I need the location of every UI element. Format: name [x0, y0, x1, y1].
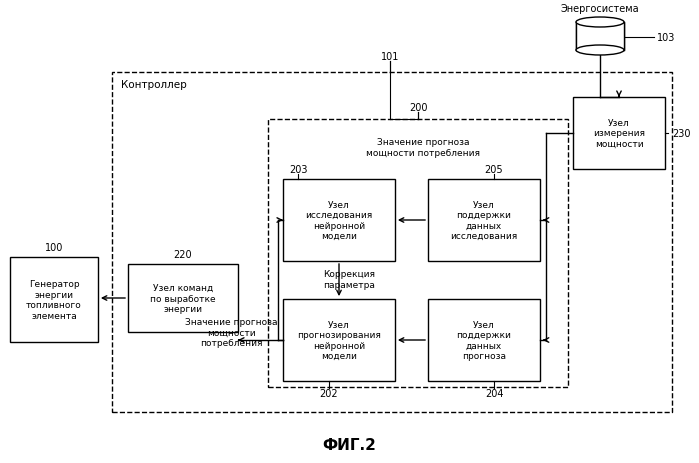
Ellipse shape [576, 46, 624, 56]
Text: ФИГ.2: ФИГ.2 [322, 438, 377, 452]
Bar [268, 120, 568, 387]
Text: Узел
прогнозирования
нейронной
модели: Узел прогнозирования нейронной модели [297, 320, 381, 360]
Text: Узел
поддержки
данных
прогноза: Узел поддержки данных прогноза [456, 320, 512, 360]
Ellipse shape [576, 18, 624, 28]
Text: Коррекция
параметра: Коррекция параметра [323, 270, 375, 289]
Text: 200: 200 [409, 103, 427, 113]
Text: Узел команд
по выработке
энергии: Узел команд по выработке энергии [150, 283, 216, 313]
Text: Генератор
энергии
топливного
элемента: Генератор энергии топливного элемента [26, 280, 82, 320]
Text: Значение прогноза
мощности потребления: Значение прогноза мощности потребления [366, 138, 480, 157]
Text: 101: 101 [381, 52, 399, 62]
Bar [428, 300, 540, 381]
Text: Значение прогноза
мощности
потребления: Значение прогноза мощности потребления [185, 318, 278, 347]
Text: 220: 220 [173, 250, 192, 259]
Text: Энергосистема: Энергосистема [561, 4, 640, 14]
Bar [128, 264, 238, 332]
Bar [10, 257, 98, 342]
Bar [428, 180, 540, 262]
Text: 100: 100 [45, 243, 63, 252]
Text: Контроллер: Контроллер [121, 80, 187, 90]
Text: 103: 103 [657, 33, 675, 43]
Text: Узел
исследования
нейронной
модели: Узел исследования нейронной модели [305, 200, 373, 241]
Text: 205: 205 [484, 165, 503, 175]
Bar [283, 180, 395, 262]
Bar [283, 300, 395, 381]
Text: 202: 202 [319, 388, 338, 398]
Text: 203: 203 [289, 165, 308, 175]
Text: Узел
измерения
мощности: Узел измерения мощности [593, 119, 645, 149]
Bar [112, 73, 672, 412]
Bar [576, 23, 624, 51]
Bar [573, 98, 665, 169]
Text: 204: 204 [484, 388, 503, 398]
Text: 230: 230 [672, 129, 691, 139]
Text: Узел
поддержки
данных
исследования: Узел поддержки данных исследования [450, 200, 518, 241]
